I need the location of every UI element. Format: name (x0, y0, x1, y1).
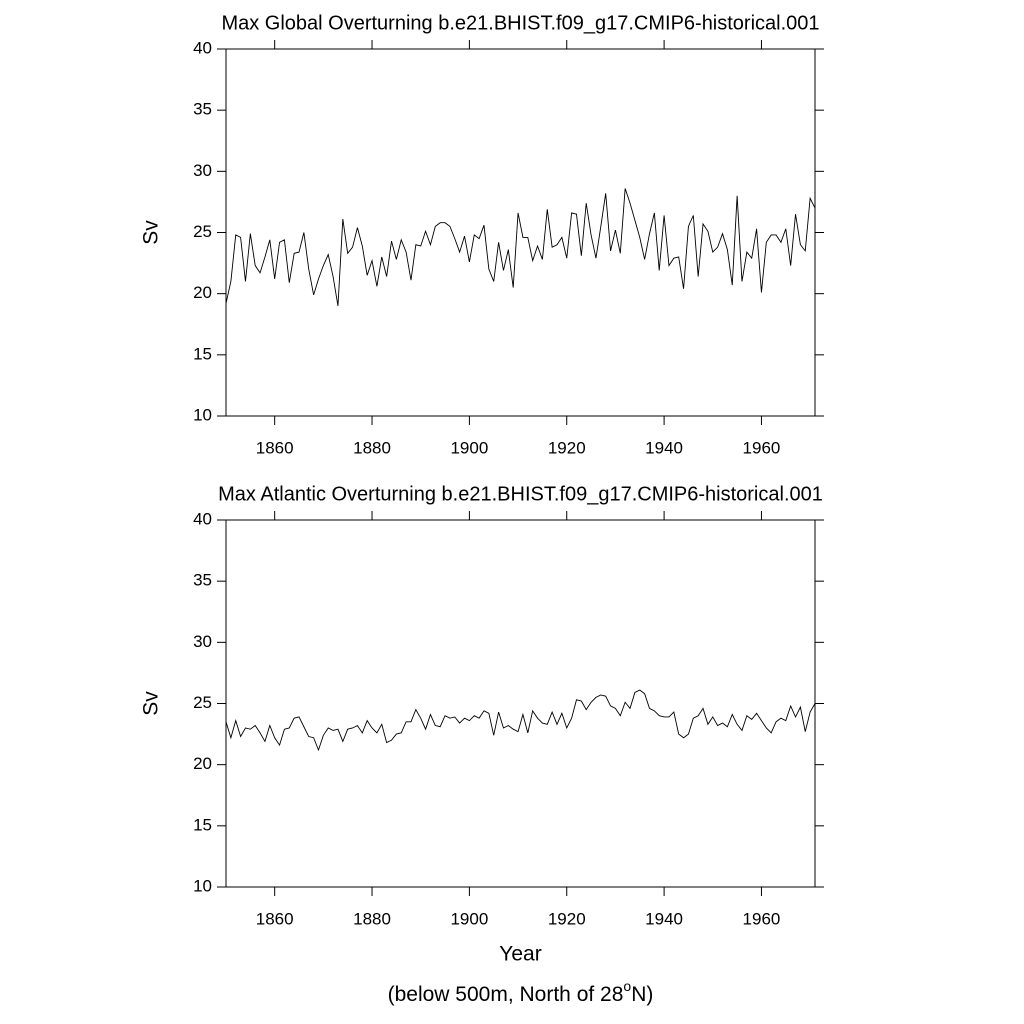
y-tick-label: 20 (193, 283, 212, 302)
chart-title: Max Global Overturning b.e21.BHIST.f09_g… (221, 12, 819, 34)
y-tick-label: 10 (193, 876, 212, 895)
y-tick-label: 35 (193, 100, 212, 119)
x-tick-label: 1880 (353, 909, 391, 928)
data-line (225, 689, 816, 752)
x-tick-label: 1900 (450, 909, 488, 928)
y-tick-label: 10 (193, 405, 212, 424)
plot-frame (225, 519, 816, 888)
x-tick-label: 1940 (645, 909, 683, 928)
x-tick-label: 1900 (450, 438, 488, 457)
y-tick-label: 40 (193, 509, 212, 528)
x-tick-label: 1920 (548, 909, 586, 928)
y-axis-label: Sv (140, 220, 163, 245)
y-tick-label: 30 (193, 632, 212, 651)
x-tick-label: 1860 (256, 438, 294, 457)
footnote: (below 500m, North of 28oN) (388, 978, 654, 1006)
x-axis-label: Year (499, 943, 541, 966)
chart-title: Max Atlantic Overturning b.e21.BHIST.f09… (218, 483, 823, 505)
x-tick-label: 1880 (353, 438, 391, 457)
x-tick-label: 1920 (548, 438, 586, 457)
footnote-part: N) (631, 983, 653, 1006)
x-tick-label: 1960 (743, 909, 781, 928)
y-tick-label: 35 (193, 571, 212, 590)
plot-frame (225, 48, 816, 417)
y-tick-label: 30 (193, 161, 212, 180)
footnote-part: o (623, 978, 631, 994)
y-tick-label: 15 (193, 344, 212, 363)
y-tick-label: 15 (193, 815, 212, 834)
y-tick-label: 40 (193, 38, 212, 57)
y-axis-label: Sv (140, 691, 163, 716)
y-tick-label: 25 (193, 222, 212, 241)
data-line (225, 188, 816, 306)
x-tick-label: 1940 (645, 438, 683, 457)
x-tick-label: 1860 (256, 909, 294, 928)
y-tick-label: 25 (193, 693, 212, 712)
footnote-part: (below 500m, North of 28 (388, 983, 624, 1006)
y-tick-label: 20 (193, 754, 212, 773)
x-tick-label: 1960 (743, 438, 781, 457)
